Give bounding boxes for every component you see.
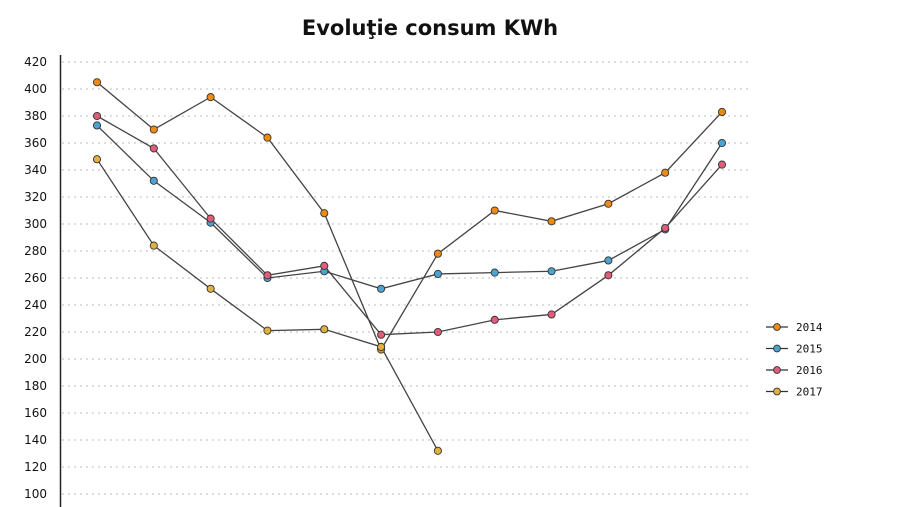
- data-point-2015: [717, 138, 727, 148]
- data-point-2016: [490, 315, 499, 324]
- y-tick-label: 240: [24, 298, 47, 312]
- y-tick-label: 140: [24, 433, 47, 447]
- data-point-2016: [433, 327, 442, 337]
- data-point-2014: [206, 93, 215, 102]
- y-tick-label: 100: [24, 487, 47, 501]
- data-point-2014: [263, 133, 272, 142]
- data-point-2016: [206, 214, 215, 223]
- y-tick-label: 320: [24, 190, 47, 204]
- data-point-2014: [717, 107, 727, 116]
- y-tick-label: 180: [24, 379, 47, 393]
- legend-marker-2016: [773, 366, 781, 374]
- chart-title: Evoluţie consum KWh: [301, 16, 559, 40]
- data-point-2017: [263, 326, 272, 335]
- legend-marker-2014: [773, 323, 781, 331]
- data-point-2017: [377, 342, 386, 351]
- data-point-2014: [149, 125, 158, 134]
- data-point-2015: [433, 269, 442, 279]
- data-point-2016: [661, 223, 670, 233]
- y-tick-label: 200: [24, 352, 47, 366]
- y-tick-label: 340: [24, 163, 47, 177]
- data-point-2015: [149, 176, 158, 185]
- data-point-2017: [92, 155, 102, 164]
- y-tick-label: 420: [24, 55, 47, 69]
- y-tick-label: 380: [24, 109, 47, 123]
- data-point-2014: [547, 217, 556, 226]
- y-tick-label: 280: [24, 244, 47, 258]
- data-point-2016: [263, 271, 272, 280]
- data-point-2017: [433, 446, 442, 455]
- legend-marker-2017: [773, 387, 781, 396]
- data-point-2015: [92, 121, 102, 130]
- data-point-2015: [547, 267, 556, 276]
- data-point-2014: [604, 199, 613, 208]
- y-tick-label: 300: [24, 217, 47, 231]
- series-line-2014: [96, 81, 723, 351]
- data-point-2017: [206, 284, 215, 293]
- data-point-2015: [377, 284, 386, 293]
- y-tick-label: 260: [24, 271, 47, 285]
- y-tick-label: 160: [24, 406, 47, 420]
- legend-marker-2015: [773, 344, 781, 353]
- data-point-2016: [377, 330, 386, 339]
- legend-label-2016: 2016: [796, 364, 823, 377]
- data-point-2016: [92, 111, 102, 121]
- data-point-2014: [92, 78, 102, 87]
- y-tick-label: 360: [24, 136, 47, 150]
- legend-label-2017: 2017: [796, 386, 823, 399]
- data-point-2014: [433, 249, 442, 258]
- data-point-2016: [149, 144, 158, 153]
- data-point-2016: [320, 261, 329, 270]
- data-point-2016: [717, 160, 727, 169]
- data-point-2014: [320, 209, 329, 218]
- data-point-2015: [604, 256, 613, 265]
- data-point-2016: [604, 271, 613, 280]
- legend-label-2014: 2014: [796, 321, 823, 334]
- data-point-2014: [490, 206, 499, 215]
- series-line-2016: [96, 115, 723, 336]
- y-tick-label: 400: [24, 82, 47, 96]
- y-tick-label: 220: [24, 325, 47, 339]
- series-line-2015: [96, 124, 723, 290]
- legend-label-2015: 2015: [796, 343, 823, 356]
- y-tick-label: 120: [24, 460, 47, 474]
- data-point-2017: [320, 325, 329, 334]
- data-point-2016: [547, 310, 556, 319]
- data-point-2017: [149, 241, 158, 250]
- data-point-2015: [490, 268, 499, 277]
- data-point-2014: [661, 168, 670, 177]
